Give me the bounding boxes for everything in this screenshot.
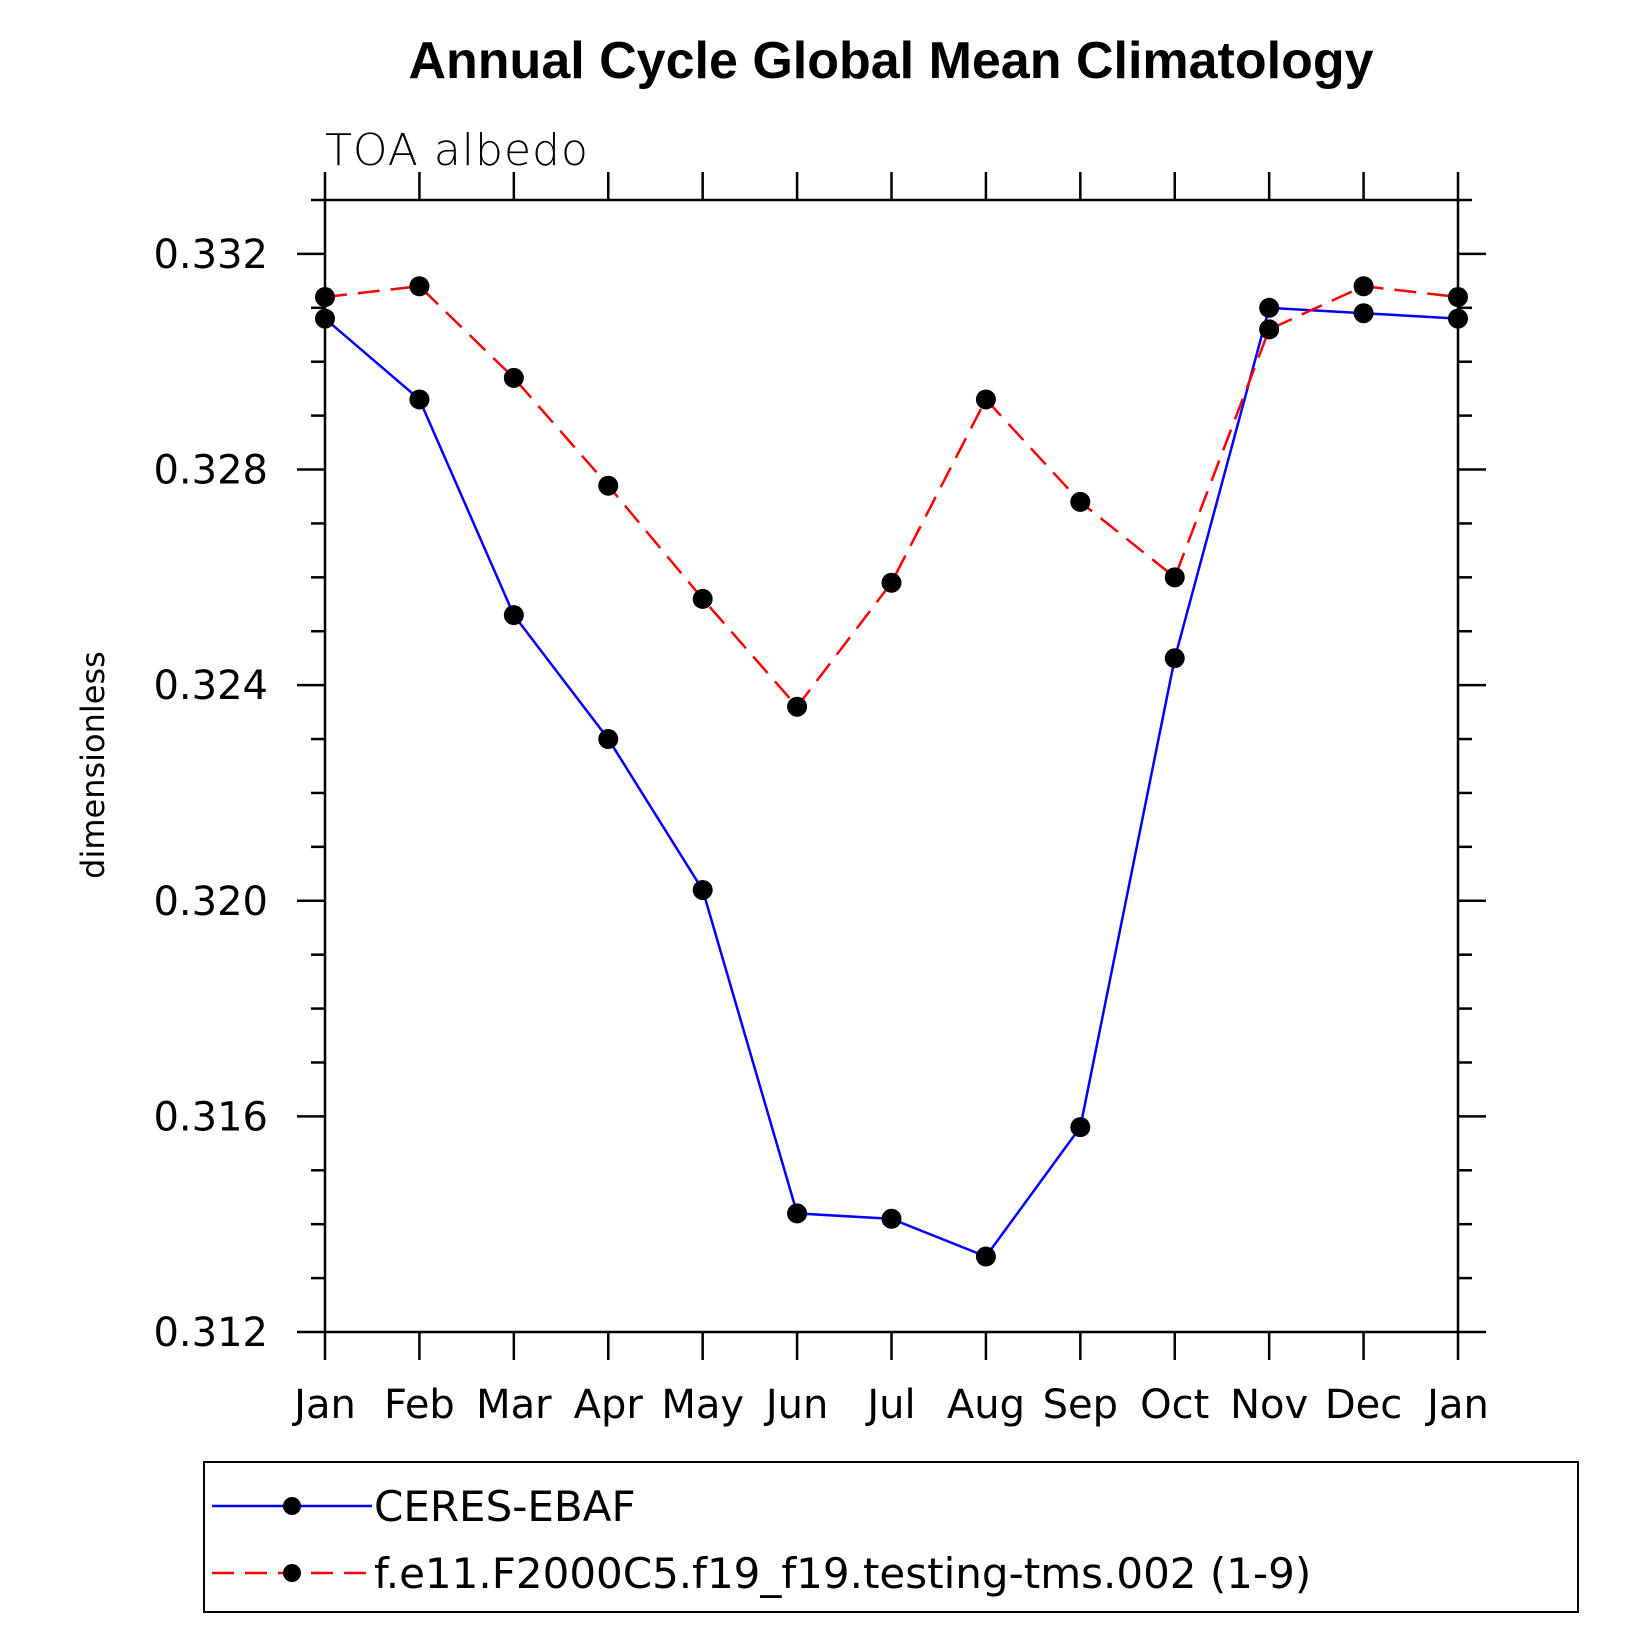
legend-marker-model bbox=[283, 1564, 301, 1582]
series-line-0 bbox=[324, 306, 1459, 1259]
axes bbox=[297, 172, 1486, 1360]
data-point-series-0 bbox=[787, 1203, 808, 1224]
legend: CERES-EBAF f.e11.F2000C5.f19_f19.testing… bbox=[203, 1461, 1579, 1613]
y-tick-label: 0.332 bbox=[153, 232, 268, 278]
x-tick-labels: Jan Feb Mar Apr May Jun Jul Aug Sep Oct Nov Dec Jan bbox=[291, 1382, 1489, 1428]
data-point-series-1 bbox=[503, 367, 524, 388]
series-line-1 bbox=[324, 284, 1459, 709]
plot-markers bbox=[315, 276, 1468, 1267]
data-point-series-0 bbox=[1353, 303, 1374, 324]
y-tick-label: 0.328 bbox=[153, 448, 268, 494]
data-point-series-1 bbox=[598, 475, 619, 496]
y-tick-labels: 0.312 0.316 0.320 0.324 0.328 0.332 bbox=[153, 232, 268, 1356]
data-point-series-0 bbox=[1070, 1117, 1091, 1138]
x-tick-label: Jan bbox=[291, 1382, 356, 1428]
data-point-series-0 bbox=[1259, 297, 1280, 318]
x-tick-label: May bbox=[661, 1382, 744, 1428]
x-tick-label: Jun bbox=[763, 1382, 829, 1428]
data-point-series-0 bbox=[1164, 648, 1185, 669]
data-point-series-0 bbox=[598, 729, 619, 750]
x-tick-label: Nov bbox=[1230, 1382, 1308, 1428]
data-point-series-1 bbox=[787, 696, 808, 717]
plot-lines bbox=[324, 284, 1459, 1259]
x-tick-label: Sep bbox=[1043, 1382, 1118, 1428]
data-point-series-1 bbox=[1164, 567, 1185, 588]
x-tick-label: Dec bbox=[1325, 1382, 1402, 1428]
x-tick-label: Apr bbox=[574, 1382, 644, 1428]
legend-label-ceres: CERES-EBAF bbox=[374, 1482, 636, 1531]
data-point-series-1 bbox=[409, 276, 430, 297]
data-point-series-1 bbox=[692, 588, 713, 609]
data-point-series-0 bbox=[975, 1246, 996, 1267]
x-tick-label: Aug bbox=[947, 1382, 1025, 1428]
legend-box bbox=[203, 1461, 1579, 1613]
x-tick-label: Jul bbox=[864, 1382, 915, 1428]
x-tick-label: Mar bbox=[476, 1382, 552, 1428]
data-point-series-0 bbox=[881, 1208, 902, 1229]
legend-label-model: f.e11.F2000C5.f19_f19.testing-tms.002 (1… bbox=[374, 1549, 1311, 1598]
data-point-series-1 bbox=[1353, 276, 1374, 297]
x-tick-label: Oct bbox=[1140, 1382, 1209, 1428]
y-axis-label: dimensionless bbox=[74, 651, 112, 879]
data-point-series-1 bbox=[975, 389, 996, 410]
y-tick-label: 0.320 bbox=[153, 879, 268, 925]
y-tick-label: 0.312 bbox=[153, 1310, 268, 1356]
y-tick-label: 0.324 bbox=[153, 663, 268, 709]
chart-title: Annual Cycle Global Mean Climatology bbox=[408, 32, 1373, 90]
data-point-series-1 bbox=[1259, 319, 1280, 340]
data-point-series-0 bbox=[503, 605, 524, 626]
y-tick-label: 0.316 bbox=[153, 1094, 268, 1140]
data-point-series-1 bbox=[1070, 491, 1091, 512]
chart-subtitle: TOA albedo bbox=[325, 125, 589, 176]
data-point-series-0 bbox=[409, 389, 430, 410]
legend-marker-ceres bbox=[283, 1497, 301, 1515]
data-point-series-1 bbox=[881, 572, 902, 593]
data-point-series-0 bbox=[692, 879, 713, 900]
plot-frame bbox=[323, 198, 1460, 1334]
x-tick-label: Feb bbox=[384, 1382, 455, 1428]
x-tick-label: Jan bbox=[1424, 1382, 1489, 1428]
